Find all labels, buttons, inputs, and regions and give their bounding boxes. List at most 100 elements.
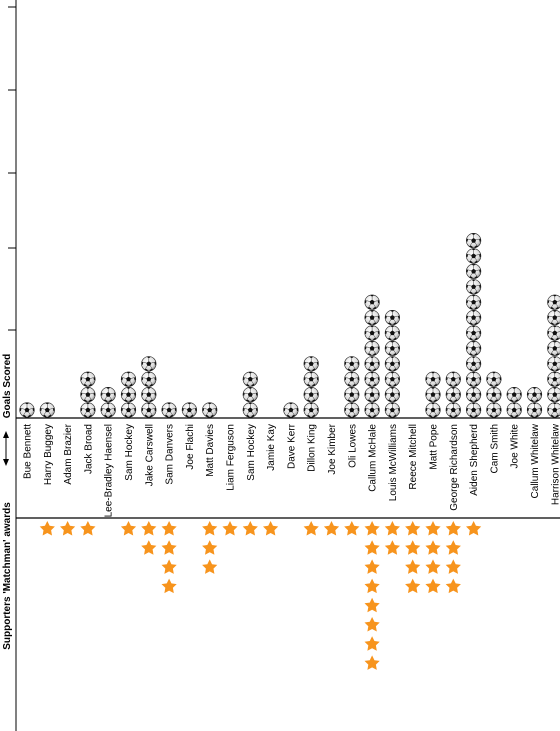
- player-name-label: Joe White: [510, 424, 521, 469]
- star-icon: [364, 636, 380, 651]
- star-icon: [425, 521, 441, 536]
- football-icon: [80, 371, 96, 387]
- goals-axis-label: Goals Scored: [2, 354, 13, 418]
- football-icon: [303, 402, 319, 418]
- player-name-label: Callum McHale: [368, 424, 379, 492]
- football-icon: [120, 402, 137, 418]
- football-icon: [465, 248, 482, 264]
- star-icon: [161, 540, 177, 555]
- player-names: Bue Bennett Harry Buggey Adam Brazier Jack …: [23, 423, 560, 517]
- football-icon: [465, 294, 482, 310]
- football-icon: [201, 402, 218, 418]
- awards-axis-label: Supporters 'Matchman' awards: [2, 502, 13, 650]
- football-icon: [465, 325, 482, 341]
- player-name-label: Reece Mitchell: [408, 424, 419, 490]
- football-icon: [344, 402, 360, 418]
- player-name-label: Jack Broad: [83, 424, 94, 474]
- star-icon: [364, 655, 380, 670]
- star-icon: [364, 540, 380, 555]
- star-icon: [425, 559, 441, 574]
- football-icon: [425, 402, 441, 418]
- football-icon: [141, 371, 157, 387]
- star-icon: [466, 521, 482, 536]
- football-icon: [445, 386, 462, 403]
- football-icon: [364, 325, 380, 341]
- star-icon: [161, 578, 177, 594]
- player-name-label: Jake Carswell: [144, 424, 155, 486]
- star-icon: [202, 540, 218, 555]
- player-name-label: Joe Kimber: [327, 423, 338, 474]
- star-icon: [384, 521, 400, 536]
- football-icon: [364, 386, 380, 403]
- player-name-label: Louis McWilliams: [388, 424, 399, 501]
- player-name-label: Oli Lowes: [347, 424, 358, 468]
- star-icon: [202, 559, 218, 574]
- football-icon: [100, 386, 116, 403]
- player-name-label: Harry Buggey: [43, 424, 54, 485]
- star-icon: [141, 540, 157, 555]
- player-name-label: Bue Bennett: [23, 424, 34, 479]
- star-icon: [425, 540, 441, 555]
- football-icon: [384, 402, 401, 418]
- football-icon: [19, 402, 35, 418]
- football-icon: [80, 402, 96, 418]
- football-icon: [526, 386, 543, 403]
- football-icon: [445, 371, 462, 387]
- star-icon: [141, 521, 157, 536]
- player-name-label: Callum Whitelaw: [530, 423, 541, 498]
- football-icon: [486, 371, 502, 387]
- football-icon: [344, 356, 360, 372]
- player-name-label: Aiden Shepherd: [469, 424, 480, 496]
- player-name-label: Matt Pope: [429, 424, 440, 470]
- football-icon: [547, 356, 560, 372]
- football-icon: [506, 402, 522, 418]
- star-icon: [405, 540, 421, 555]
- football-icon: [506, 386, 522, 403]
- star-icon: [202, 521, 218, 536]
- football-icon: [181, 402, 198, 418]
- double-arrow-icon: [3, 431, 9, 466]
- football-icon: [384, 371, 401, 387]
- star-icon: [60, 521, 76, 536]
- football-icon: [303, 371, 319, 387]
- player-name-label: Lee-Bradley Haensel: [104, 424, 115, 517]
- football-icon: [39, 402, 56, 418]
- football-icon: [141, 356, 157, 372]
- star-icon: [445, 540, 461, 555]
- player-name-label: Joe Flachi: [185, 424, 196, 470]
- football-icon: [384, 386, 401, 403]
- football-icon: [465, 356, 482, 372]
- football-icon: [465, 232, 482, 249]
- star-icon: [263, 521, 279, 536]
- star-icon: [364, 617, 380, 632]
- player-name-label: George Richardson: [449, 424, 460, 511]
- football-icon: [465, 340, 482, 357]
- star-icon: [120, 521, 137, 536]
- football-icon: [283, 402, 299, 418]
- football-icon: [242, 371, 259, 387]
- football-icon: [486, 386, 502, 403]
- player-name-label: Adam Brazier: [63, 423, 74, 484]
- star-icon: [405, 559, 421, 574]
- football-icon: [161, 402, 177, 418]
- player-name-label: Dave Kerr: [286, 423, 297, 469]
- football-icon: [425, 371, 441, 387]
- goals-series: [19, 232, 560, 418]
- axis-ticks: [8, 6, 16, 331]
- football-icon: [303, 356, 319, 372]
- football-icon: [344, 386, 360, 403]
- football-icon: [364, 294, 380, 310]
- awards-series: [39, 521, 482, 670]
- football-icon: [120, 386, 137, 403]
- football-icon: [445, 402, 462, 418]
- player-name-label: Sam Hockey: [246, 424, 257, 481]
- star-icon: [303, 521, 319, 536]
- football-icon: [547, 371, 560, 387]
- player-name-label: Matt Davies: [205, 424, 216, 477]
- football-icon: [547, 294, 560, 310]
- football-icon: [384, 356, 401, 372]
- football-icon: [364, 371, 380, 387]
- player-name-label: Liam Ferguson: [226, 424, 237, 491]
- football-icon: [364, 340, 380, 357]
